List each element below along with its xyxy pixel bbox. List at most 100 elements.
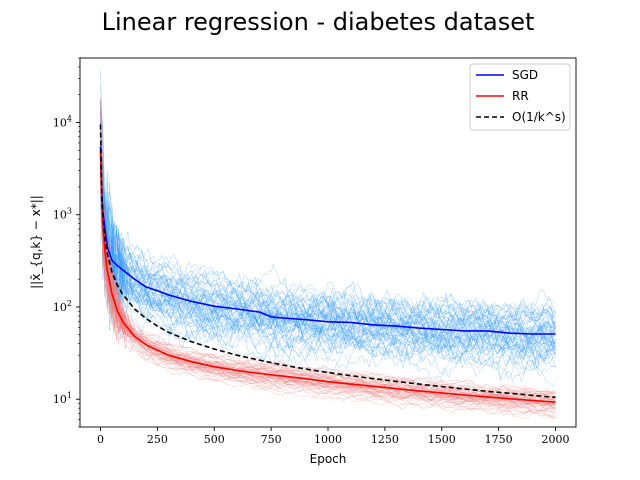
background-run-sgd bbox=[100, 132, 556, 332]
background-run-sgd bbox=[100, 100, 556, 365]
background-run-sgd bbox=[100, 124, 556, 347]
background-run-rr bbox=[100, 125, 556, 399]
background-run-rr bbox=[100, 120, 556, 409]
y-tick-label: 101 bbox=[53, 391, 72, 406]
chart-title: Linear regression - diabetes dataset bbox=[102, 8, 535, 36]
background-run-sgd bbox=[100, 152, 556, 348]
background-run-rr bbox=[100, 122, 556, 400]
background-run-rr bbox=[100, 157, 556, 408]
background-run-rr bbox=[100, 143, 556, 405]
background-run-sgd bbox=[100, 121, 556, 325]
background-run-sgd bbox=[100, 108, 556, 340]
background-run-sgd bbox=[100, 148, 556, 333]
x-tick-label: 250 bbox=[147, 433, 168, 446]
background-run-sgd bbox=[100, 205, 556, 387]
x-axis-label: Epoch bbox=[310, 452, 347, 466]
background-run-rr bbox=[100, 158, 556, 418]
background-run-rr bbox=[100, 128, 556, 402]
background-run-rr bbox=[100, 130, 556, 400]
legend-label-1: RR bbox=[512, 89, 529, 103]
background-run-rr bbox=[100, 146, 556, 414]
legend-label-2: O(1/k^s) bbox=[512, 110, 566, 124]
background-run-sgd bbox=[100, 165, 556, 350]
background-run-sgd bbox=[100, 160, 556, 371]
background-run-rr bbox=[100, 168, 556, 413]
background-run-rr bbox=[100, 166, 556, 405]
y-tick-label: 103 bbox=[53, 207, 72, 222]
background-run-rr bbox=[100, 200, 556, 415]
background-run-sgd bbox=[100, 196, 556, 354]
background-run-rr bbox=[100, 140, 556, 410]
background-run-sgd bbox=[100, 182, 556, 364]
background-run-sgd bbox=[100, 69, 556, 329]
x-tick-label: 1250 bbox=[371, 433, 399, 446]
background-run-sgd bbox=[100, 100, 556, 322]
background-run-rr bbox=[100, 143, 556, 399]
background-run-rr bbox=[100, 216, 556, 406]
background-run-sgd bbox=[100, 100, 556, 358]
x-tick-label: 2000 bbox=[542, 433, 570, 446]
background-run-rr bbox=[100, 168, 556, 419]
background-run-sgd bbox=[100, 146, 556, 362]
background-run-rr bbox=[100, 128, 556, 400]
background-run-sgd bbox=[100, 170, 556, 340]
x-tick-label: 750 bbox=[261, 433, 282, 446]
background-run-sgd bbox=[100, 170, 556, 365]
background-run-rr bbox=[100, 134, 556, 406]
background-run-rr bbox=[100, 123, 556, 409]
background-run-rr bbox=[100, 157, 556, 417]
y-tick-label: 102 bbox=[53, 299, 72, 314]
background-run-rr bbox=[100, 131, 556, 404]
background-run-rr bbox=[100, 128, 556, 404]
background-run-rr bbox=[100, 97, 556, 395]
background-run-sgd bbox=[100, 117, 556, 350]
y-axis-ticks: 101 102 103 104 bbox=[53, 57, 80, 428]
background-run-rr bbox=[100, 144, 556, 419]
background-run-sgd bbox=[100, 136, 556, 324]
background-run-rr bbox=[100, 126, 556, 404]
background-run-sgd bbox=[100, 177, 556, 383]
background-run-sgd bbox=[100, 140, 556, 365]
background-run-sgd bbox=[100, 149, 556, 342]
background-run-sgd bbox=[100, 118, 556, 367]
background-run-sgd bbox=[100, 105, 556, 322]
background-run-rr bbox=[100, 179, 556, 409]
legend-label-0: SGD bbox=[512, 68, 538, 82]
background-run-rr bbox=[100, 153, 556, 397]
background-run-sgd bbox=[100, 142, 556, 343]
background-run-sgd bbox=[100, 154, 556, 380]
background-run-rr bbox=[100, 151, 556, 419]
background-run-sgd bbox=[100, 174, 556, 367]
background-run-sgd bbox=[100, 130, 556, 357]
background-run-sgd bbox=[100, 124, 556, 369]
background-run-sgd bbox=[100, 145, 556, 344]
background-run-rr bbox=[100, 148, 556, 409]
background-run-rr bbox=[100, 144, 556, 395]
background-run-sgd bbox=[100, 147, 556, 335]
background-run-sgd bbox=[100, 104, 556, 331]
y-axis-label: ||x̄_{q,k} − x*|| bbox=[29, 195, 43, 289]
background-run-sgd bbox=[100, 112, 556, 335]
x-tick-label: 1750 bbox=[485, 433, 513, 446]
background-run-sgd bbox=[100, 194, 556, 359]
x-tick-label: 1500 bbox=[428, 433, 456, 446]
background-run-rr bbox=[100, 163, 556, 409]
y-tick-label: 104 bbox=[53, 114, 72, 129]
series-lines bbox=[99, 124, 556, 403]
background-run-rr bbox=[100, 154, 556, 400]
background-run-sgd bbox=[100, 160, 556, 370]
background-run-sgd bbox=[100, 162, 556, 366]
background-run-sgd bbox=[100, 126, 556, 353]
background-run-sgd bbox=[100, 160, 556, 370]
background-run-rr bbox=[100, 132, 556, 407]
background-run-rr bbox=[100, 142, 556, 413]
x-axis-ticks: 0 250 500 750 1000 1250 1500 1750 2000 bbox=[97, 427, 570, 446]
series-line-2 bbox=[99, 124, 556, 399]
background-run-rr bbox=[100, 145, 556, 404]
background-run-rr bbox=[100, 166, 556, 406]
legend-box bbox=[469, 63, 571, 131]
background-run-sgd bbox=[100, 156, 556, 341]
background-run-sgd bbox=[100, 112, 556, 360]
x-tick-label: 0 bbox=[97, 433, 104, 446]
